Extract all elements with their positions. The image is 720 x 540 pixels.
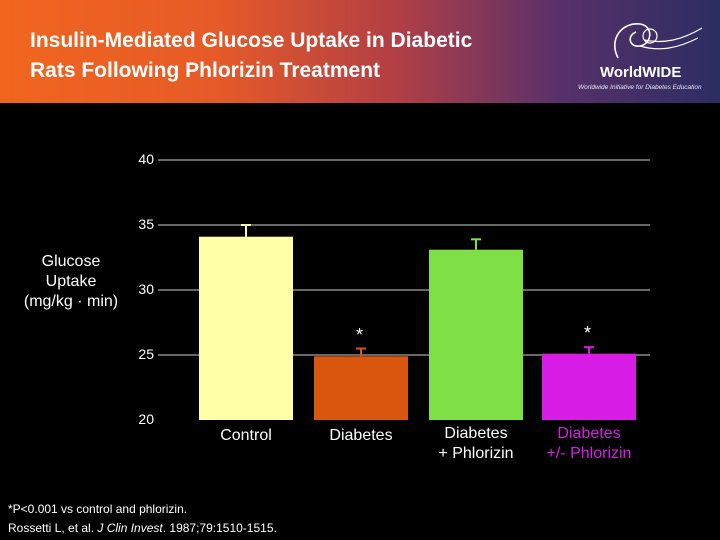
category-label-line: +/- Phlorizin	[546, 445, 632, 462]
logo-tagline: Worldwide Initiative for Diabetes Educat…	[578, 84, 702, 91]
footnote: *P<0.001 vs control and phlorizin. Rosse…	[8, 500, 277, 538]
worldwide-logo: WorldWIDE Worldwide Initiative for Diabe…	[578, 18, 716, 98]
y-axis-label-line: (mg/kg · min)	[23, 293, 119, 310]
y-tick-label: 20	[138, 411, 154, 427]
slide-header: Insulin-Mediated Glucose Uptake in Diabe…	[0, 0, 720, 103]
bar	[542, 353, 636, 420]
y-tick-label: 40	[138, 151, 154, 167]
slide-title: Insulin-Mediated Glucose Uptake in Diabe…	[30, 26, 472, 86]
footnote-citation: Rossetti L, et al. J Clin Invest. 1987;7…	[8, 519, 277, 538]
category-label-line: Diabetes	[329, 427, 393, 444]
category-label-line: Control	[220, 427, 272, 444]
logo-swirl-icon	[614, 23, 703, 59]
category-label: Diabetes +/- Phlorizin	[529, 424, 649, 464]
y-tick-label: 30	[138, 281, 154, 297]
citation-journal: J Clin Invest	[97, 521, 163, 535]
bar	[429, 249, 523, 420]
significance-marker: *	[584, 323, 592, 344]
citation-authors: Rossetti L, et al.	[8, 521, 98, 535]
y-axis-label-line: Glucose	[41, 253, 101, 270]
bar	[199, 236, 293, 420]
y-tick-label: 25	[138, 346, 154, 362]
category-label-line: + Phlorizin	[438, 445, 514, 462]
category-label: Diabetes + Phlorizin	[416, 424, 536, 464]
title-line-2: Rats Following Phlorizin Treatment	[30, 59, 381, 82]
bar	[314, 356, 408, 420]
category-label: Control	[186, 426, 306, 446]
category-label: Diabetes	[301, 426, 421, 446]
category-label-line: Diabetes	[444, 425, 508, 442]
logo-wordmark: WorldWIDE	[600, 64, 682, 81]
y-tick-label: 35	[138, 216, 154, 232]
y-axis-label: Glucose Uptake (mg/kg · min)	[10, 252, 132, 312]
significance-marker: *	[356, 324, 364, 345]
footnote-significance: *P<0.001 vs control and phlorizin.	[8, 502, 188, 516]
title-line-1: Insulin-Mediated Glucose Uptake in Diabe…	[30, 29, 473, 52]
category-label-line: Diabetes	[557, 425, 621, 442]
y-axis-label-line: Uptake	[45, 273, 97, 290]
citation-details: . 1987;79:1510-1515.	[162, 521, 277, 535]
